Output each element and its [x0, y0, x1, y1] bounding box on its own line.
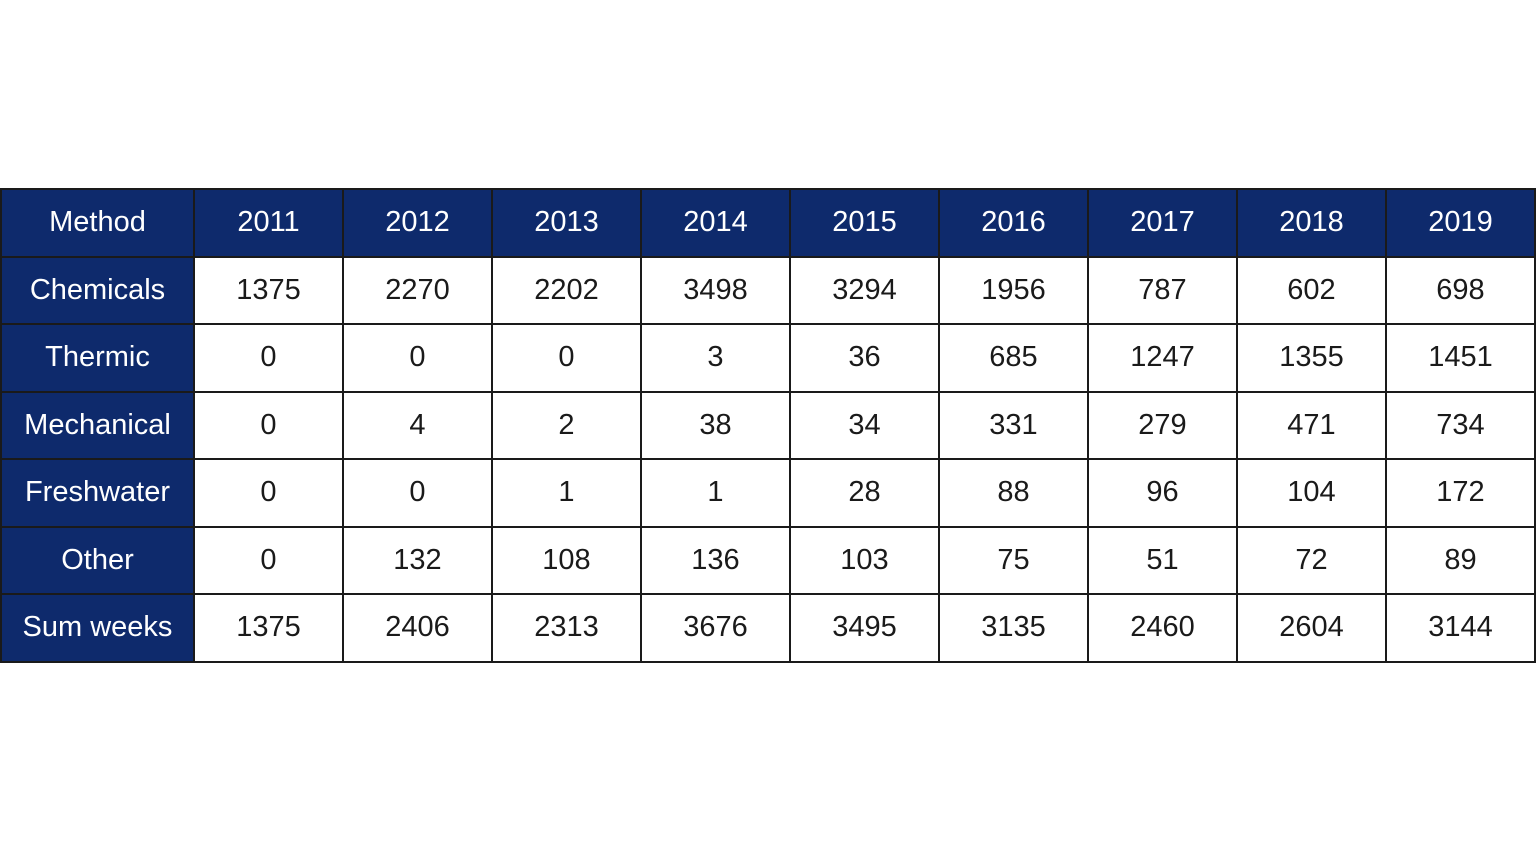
- table-cell: 3498: [640, 255, 791, 325]
- header-cell: 2014: [640, 188, 791, 258]
- table-cell: 136: [640, 525, 791, 595]
- table-cell: 0: [342, 323, 493, 393]
- table-cell: 4: [342, 390, 493, 460]
- table-cell: 2: [491, 390, 642, 460]
- table-cell: 2406: [342, 593, 493, 663]
- table-cell: 2313: [491, 593, 642, 663]
- table-cell: 1451: [1385, 323, 1536, 393]
- table-cell: 2604: [1236, 593, 1387, 663]
- table-cell: 0: [491, 323, 642, 393]
- table-cell: 3495: [789, 593, 940, 663]
- table-row: Chemicals 1375 2270 2202 3498 3294 1956 787 602 6…: [0, 255, 1536, 325]
- table-cell: 734: [1385, 390, 1536, 460]
- table-cell: 89: [1385, 525, 1536, 595]
- header-cell: 2018: [1236, 188, 1387, 258]
- table-cell: 2270: [342, 255, 493, 325]
- table-cell: 0: [342, 458, 493, 528]
- table-cell: 1956: [938, 255, 1089, 325]
- table-cell: 51: [1087, 525, 1238, 595]
- table-row: Other 0 132 108 136 103 75 51 72 89: [0, 525, 1536, 595]
- header-cell: Method: [0, 188, 195, 258]
- table-cell: 3294: [789, 255, 940, 325]
- table-cell: 0: [193, 323, 344, 393]
- table-cell: 108: [491, 525, 642, 595]
- header-cell: 2019: [1385, 188, 1536, 258]
- table-cell: 2460: [1087, 593, 1238, 663]
- table-row: Freshwater 0 0 1 1 28 88 96 104 172: [0, 458, 1536, 528]
- header-row: Method 2011 2012 2013 2014 2015 2016 2017 2018 20…: [0, 188, 1536, 258]
- row-label: Freshwater: [0, 458, 195, 528]
- table-cell: 72: [1236, 525, 1387, 595]
- table-cell: 279: [1087, 390, 1238, 460]
- header-cell: 2015: [789, 188, 940, 258]
- table-cell: 1247: [1087, 323, 1238, 393]
- row-label: Thermic: [0, 323, 195, 393]
- row-label: Mechanical: [0, 390, 195, 460]
- table-cell: 3144: [1385, 593, 1536, 663]
- table-cell: 88: [938, 458, 1089, 528]
- header-cell: 2017: [1087, 188, 1238, 258]
- table-cell: 38: [640, 390, 791, 460]
- table-cell: 3135: [938, 593, 1089, 663]
- table-cell: 1355: [1236, 323, 1387, 393]
- table-cell: 28: [789, 458, 940, 528]
- table-cell: 0: [193, 458, 344, 528]
- header-cell: 2011: [193, 188, 344, 258]
- table-cell: 698: [1385, 255, 1536, 325]
- table-cell: 1: [491, 458, 642, 528]
- table-row: Thermic 0 0 0 3 36 685 1247 1355 1451: [0, 323, 1536, 393]
- table-cell: 331: [938, 390, 1089, 460]
- table-cell: 685: [938, 323, 1089, 393]
- table-row: Sum weeks 1375 2406 2313 3676 3495 3135 2460 260…: [0, 593, 1536, 663]
- table-cell: 3: [640, 323, 791, 393]
- table-cell: 1375: [193, 255, 344, 325]
- row-label: Sum weeks: [0, 593, 195, 663]
- data-table: Method 2011 2012 2013 2014 2015 2016 2017 2018 20…: [0, 188, 1536, 663]
- table-cell: 36: [789, 323, 940, 393]
- table-cell: 0: [193, 525, 344, 595]
- header-cell: 2012: [342, 188, 493, 258]
- table-cell: 2202: [491, 255, 642, 325]
- table-row: Mechanical 0 4 2 38 34 331 279 471 734: [0, 390, 1536, 460]
- table-cell: 172: [1385, 458, 1536, 528]
- table-cell: 1375: [193, 593, 344, 663]
- table-cell: 104: [1236, 458, 1387, 528]
- table-container: Method 2011 2012 2013 2014 2015 2016 2017 2018 20…: [0, 188, 1536, 663]
- row-label: Chemicals: [0, 255, 195, 325]
- table-cell: 75: [938, 525, 1089, 595]
- table-cell: 3676: [640, 593, 791, 663]
- table-cell: 103: [789, 525, 940, 595]
- table-cell: 471: [1236, 390, 1387, 460]
- table-cell: 602: [1236, 255, 1387, 325]
- header-cell: 2013: [491, 188, 642, 258]
- table-cell: 34: [789, 390, 940, 460]
- table-cell: 787: [1087, 255, 1238, 325]
- table-cell: 1: [640, 458, 791, 528]
- row-label: Other: [0, 525, 195, 595]
- table-cell: 96: [1087, 458, 1238, 528]
- header-cell: 2016: [938, 188, 1089, 258]
- table-cell: 0: [193, 390, 344, 460]
- table-cell: 132: [342, 525, 493, 595]
